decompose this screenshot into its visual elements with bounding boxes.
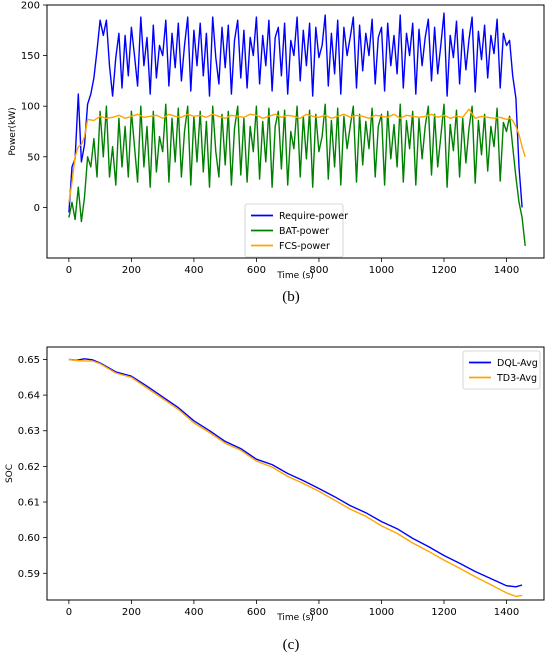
chart-b-legend: Require-power BAT-power FCS-power: [244, 203, 348, 258]
c-ytick-label: 0.65: [18, 355, 40, 366]
c-ytick-label: 0.63: [18, 426, 40, 437]
chart-b-ticks: 0 200 400 600 800 1000 1200 1400 0 50 100 150 200: [21, 1, 519, 277]
c-xtick-label: 1000: [369, 607, 394, 618]
chart-b-plot-frame: [46, 4, 545, 259]
b-ytick-label: 150: [21, 51, 40, 62]
c-xtick-label: 200: [122, 607, 141, 618]
c-xtick-label: 600: [247, 607, 266, 618]
chart-b: 0 200 400 600 800 1000 1200 1400 0 50 100 150 200 Ti…: [8, 1, 545, 305]
c-xtick-label: 0: [66, 607, 72, 618]
c-ytick-label: 0.61: [18, 498, 40, 509]
b-xtick-label: 0: [66, 265, 72, 276]
c-ytick-label: 0.60: [18, 533, 40, 544]
b-legend-label-fcs-power: FCS-power: [279, 241, 330, 252]
b-series-line-bat-power: [68, 103, 526, 246]
b-xtick-label: 600: [247, 265, 266, 276]
b-legend-label-require-power: Require-power: [279, 211, 348, 222]
c-legend-label-td3-avg: TD3-Avg: [496, 373, 537, 384]
b-xtick-label: 1200: [431, 265, 456, 276]
b-xtick-label: 1400: [494, 265, 519, 276]
c-ytick-label: 0.64: [18, 391, 40, 402]
b-xtick-label: 200: [122, 265, 141, 276]
c-legend-label-dql-avg: DQL-Avg: [497, 358, 538, 369]
c-ytick-label: 0.62: [18, 462, 40, 473]
c-xtick-label: 400: [184, 607, 203, 618]
c-xtick-label: 1400: [494, 607, 519, 618]
b-ytick-label: 0: [34, 203, 40, 214]
chart-c-legend: DQL-Avg TD3-Avg: [462, 350, 541, 390]
c-series-line-td3-avg: [68, 358, 523, 598]
chart-b-xlabel: Time (s): [276, 271, 314, 281]
chart-b-caption: (b): [282, 289, 300, 305]
b-ytick-label: 100: [21, 102, 40, 113]
chart-c-xlabel: Time (s): [276, 613, 314, 623]
chart-c-lines: [68, 358, 523, 598]
b-series-line-require-power: [68, 12, 523, 213]
c-xtick-label: 800: [309, 607, 328, 618]
chart-b-lines: [68, 12, 526, 246]
chart-c-ticks: 0 200 400 600 800 1000 1200 1400 0.59 0.60 0.61 0.6…: [18, 355, 519, 618]
chart-c: 0 200 400 600 800 1000 1200 1400 0.59 0.60 0.61 0.6…: [5, 346, 545, 653]
b-ytick-label: 200: [21, 1, 40, 12]
b-legend-box: [244, 203, 344, 258]
b-legend-label-bat-power: BAT-power: [279, 226, 329, 237]
c-legend-box: [462, 350, 541, 390]
chart-c-ylabel: SOC: [5, 464, 15, 483]
chart-c-plot-frame: [46, 346, 545, 601]
c-ytick-label: 0.59: [18, 569, 40, 580]
b-xtick-label: 1000: [369, 265, 394, 276]
chart-c-caption: (c): [283, 637, 300, 653]
b-xtick-label: 400: [184, 265, 203, 276]
c-series-line-dql-avg: [68, 358, 523, 588]
chart-b-ylabel: Power(kW): [8, 107, 18, 155]
b-ytick-label: 50: [27, 152, 40, 163]
b-xtick-label: 800: [309, 265, 328, 276]
c-xtick-label: 1200: [431, 607, 456, 618]
b-series-line-fcs-power: [68, 108, 526, 203]
